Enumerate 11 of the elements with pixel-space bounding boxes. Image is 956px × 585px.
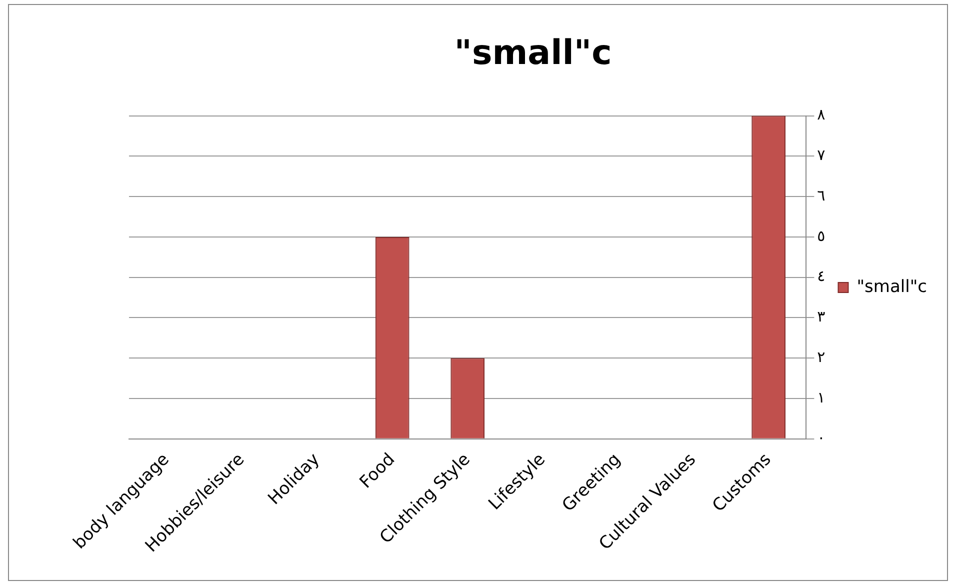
y-tick-label: ٧ [817,146,826,164]
y-tick-label: ٤ [817,267,826,286]
chart-title: "small"c [454,33,612,74]
y-tick-label: ١ [817,388,826,406]
y-tick-label: ٢ [817,348,826,366]
y-tick-label: ٣ [817,308,826,326]
y-tick-label: ٠ [817,428,826,447]
y-tick-label: ٥ [817,226,826,245]
y-tick-label: ٨ [817,106,826,124]
y-tick-label: ٦ [817,186,826,204]
legend-label: "small"c [856,276,928,297]
